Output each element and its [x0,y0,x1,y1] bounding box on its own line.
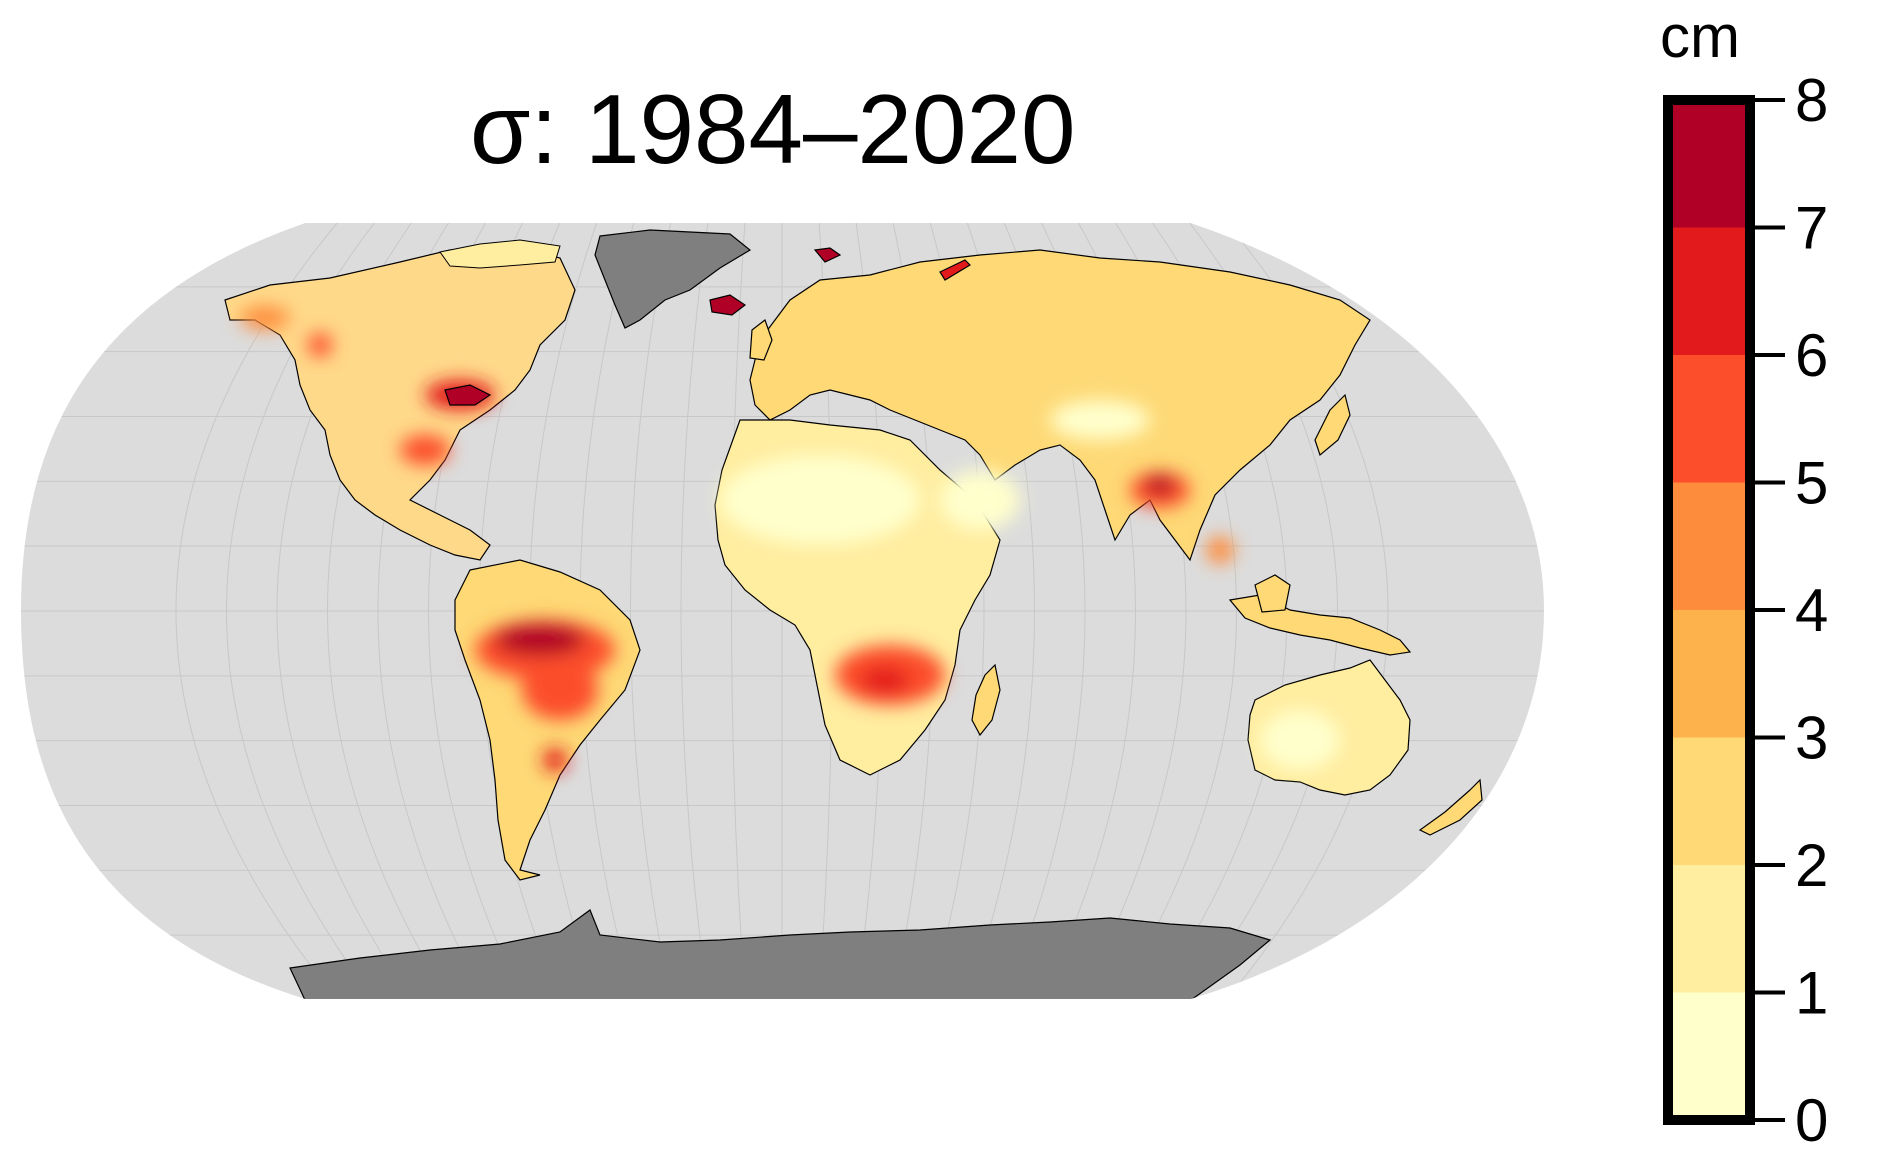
british-isles [749,319,773,361]
sigma-lowvalues [720,400,1340,770]
legend-tick-label-5: 5 [1795,450,1828,517]
legend-tick-label-1: 1 [1795,960,1828,1027]
legend-tick-label-4: 4 [1795,577,1828,644]
legend-bin-4 [1668,482,1750,610]
borneo [1254,574,1291,613]
legend-bin-0 [1668,992,1750,1120]
map-title: σ: 1984–2020 [470,74,1076,184]
iceland [709,294,747,316]
japan [1314,393,1351,457]
antarctica [289,909,1272,1000]
great-lakes [444,384,492,406]
globe-outline [18,221,1547,1001]
legend-bin-1 [1668,865,1750,993]
legend-frame [1663,95,1755,1125]
svalbard [813,247,842,263]
novaya-zemlya [939,259,971,281]
legend-tick-label-3: 3 [1795,705,1828,772]
legend-bin-3 [1668,610,1750,738]
eurasia [749,249,1371,562]
legend-bin-6 [1668,227,1750,355]
sigma-hotspots [240,306,1234,772]
legend-tick-label-7: 7 [1795,195,1828,262]
greenland [594,229,752,329]
legend-unit-label: cm [1660,3,1740,70]
legend-tick-label-0: 0 [1795,1087,1828,1154]
new-zealand [1418,778,1483,836]
legend-bins [1668,100,1750,1120]
legend-bin-2 [1668,737,1750,865]
legend-bin-7 [1668,100,1750,228]
legend-bin-5 [1668,355,1750,483]
canadian-arctic-islands [439,239,561,269]
legend-tick-label-6: 6 [1795,322,1828,389]
legend-tick-label-8: 8 [1795,67,1828,134]
legend-tick-label-2: 2 [1795,832,1828,899]
madagascar [971,663,1001,737]
legend-ticks: 0 1 2 3 4 5 6 7 8 [1755,67,1828,1154]
